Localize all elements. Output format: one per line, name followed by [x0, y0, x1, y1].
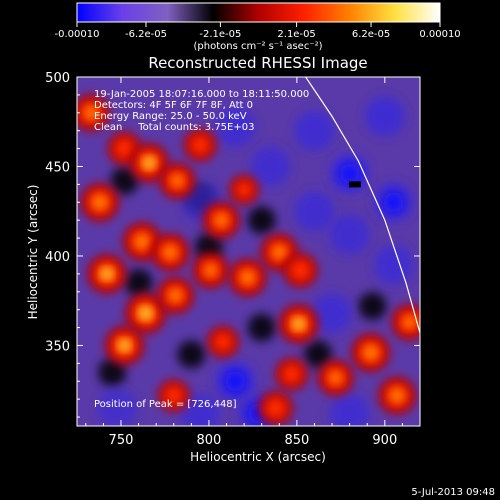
- annotation-energy-range: Energy Range: 25.0 - 50.0 keV: [94, 111, 247, 122]
- colorbar-tick-label: 6.2e-05: [352, 29, 390, 40]
- heatmap-void: [247, 206, 276, 235]
- hot-blob-core: [102, 269, 112, 279]
- x-tick-label: 900: [372, 433, 397, 448]
- y-axis-ticks: 350 400 450 500: [45, 71, 420, 418]
- y-axis-label: Heliocentric Y (arcsec): [26, 185, 40, 320]
- colorbar-tick-label: 0.00010: [419, 29, 460, 40]
- annotation-time-range: 19-Jan-2005 18:07:16.000 to 18:11:50.000: [94, 89, 309, 100]
- colorbar-tick-label: -0.00010: [55, 29, 100, 40]
- hot-blob-inner: [390, 389, 404, 402]
- colorbar-ticks: -0.00010 -6.2e-05 -2.1e-05 2.1e-05 6.2e-05 0.…: [55, 22, 461, 40]
- hot-blob-inner: [241, 271, 255, 284]
- colorbar: [76, 2, 441, 23]
- hot-blob-core: [119, 340, 129, 350]
- x-tick-label: 750: [109, 433, 134, 448]
- colorbar-label: (photons cm⁻² s⁻¹ asec⁻²): [193, 41, 322, 52]
- plot-frame: [76, 76, 421, 427]
- y-tick-label: 350: [45, 339, 70, 354]
- cold-blob: [373, 244, 414, 285]
- solar-limb: [305, 77, 420, 334]
- hot-blob-inner: [403, 316, 416, 328]
- annotation-peak-position: Position of Peak = [726,448]: [94, 399, 237, 410]
- x-tick-label: 800: [197, 433, 222, 448]
- heatmap-void: [124, 268, 153, 297]
- annotation-clean-counts: Clean Total counts: 3.75E+03: [94, 122, 254, 133]
- hot-blob-mid: [163, 385, 184, 406]
- x-axis-label: Heliocentric X (arcsec): [190, 450, 326, 464]
- cold-blob: [364, 96, 405, 137]
- cold-blob-core: [339, 163, 360, 184]
- hot-blob-inner: [363, 345, 378, 360]
- cold-blob: [294, 110, 335, 151]
- x-axis-ticks: 750 800 850 900: [85, 77, 421, 448]
- hot-blob-mid: [189, 134, 211, 156]
- x-tick-label: 850: [284, 433, 309, 448]
- footer-date: 5-Jul-2013 09:48: [411, 487, 495, 498]
- heatmap-void: [358, 292, 387, 321]
- hot-blob-mid: [289, 259, 312, 282]
- heatmap-void: [177, 340, 206, 369]
- cold-blob: [215, 107, 256, 148]
- cold-blob: [97, 388, 138, 426]
- hot-blob-inner: [93, 195, 107, 210]
- colorbar-tick-label: -6.2e-05: [125, 29, 167, 40]
- hot-blob-mid: [235, 180, 254, 199]
- chart-title: Reconstructed RHESSI Image: [148, 54, 367, 72]
- y-tick-label: 500: [45, 71, 70, 86]
- hot-blob-mid: [264, 397, 287, 419]
- colorbar-tick-label: -2.1e-05: [199, 29, 241, 40]
- heatmap-void: [247, 313, 276, 342]
- hot-blob-mid: [281, 363, 302, 385]
- hot-blob-inner: [163, 245, 177, 259]
- colorbar-tick-label: 2.1e-05: [277, 29, 315, 40]
- hot-blob-mid: [213, 331, 233, 352]
- hot-blob-inner: [205, 264, 217, 276]
- cold-blob: [329, 393, 370, 426]
- hot-blob-core: [144, 158, 154, 168]
- hot-blob-inner: [169, 289, 182, 302]
- hot-blob-inner: [85, 106, 98, 119]
- heatmap-void: [303, 340, 332, 369]
- cold-blob: [294, 191, 335, 232]
- hot-blob-mid: [113, 138, 135, 160]
- hot-blob-core: [140, 308, 151, 319]
- heatmap-void: [98, 358, 127, 387]
- hot-blob-inner: [329, 372, 342, 384]
- annotation-detectors: Detectors: 4F 5F 6F 7F 8F, Att 0: [94, 100, 253, 111]
- cold-blob: [312, 293, 353, 334]
- cold-blob: [180, 393, 221, 426]
- cold-blob-core: [383, 192, 404, 213]
- hot-blob-inner: [272, 245, 286, 259]
- y-tick-label: 450: [45, 160, 70, 175]
- cold-blob-core: [225, 371, 246, 392]
- heatmap-layer: [77, 94, 420, 426]
- heatmap-void: [110, 166, 139, 195]
- hot-blob-inner: [215, 214, 228, 227]
- hot-blob-inner: [135, 234, 149, 249]
- hot-blob-inner: [171, 175, 183, 187]
- cold-blob: [329, 214, 370, 255]
- y-tick-label: 400: [45, 250, 70, 265]
- hot-blob-core: [294, 319, 304, 329]
- peak-marker: [348, 181, 361, 188]
- cold-blob: [250, 146, 291, 187]
